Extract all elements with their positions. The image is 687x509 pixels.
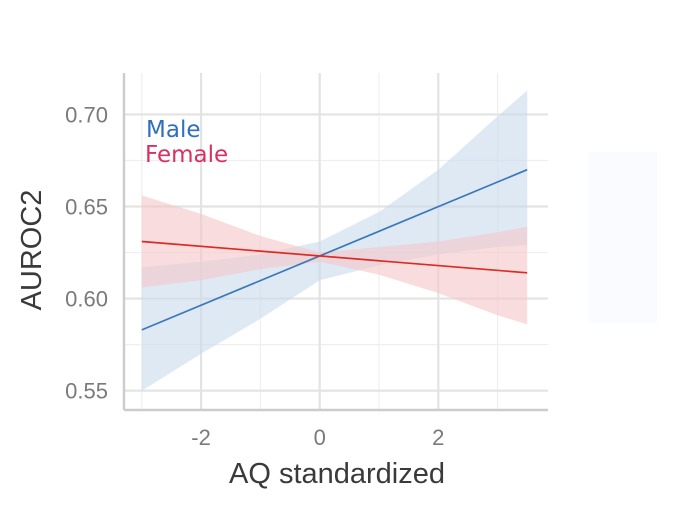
x-tick-label: -2 (191, 425, 211, 450)
x-tick-label: 2 (432, 425, 444, 450)
legend-female-label: Female (145, 142, 228, 168)
male-confidence-band (141, 90, 528, 391)
y-tick-label: 0.70 (65, 102, 108, 127)
y-tick-label: 0.65 (65, 195, 108, 220)
female-trend-line (141, 240, 528, 274)
side-placeholder-box (589, 152, 657, 323)
tick-labels: 0.55 0.60 0.65 0.70 -2 0 2 (65, 102, 444, 450)
x-axis-title: AQ standardized (229, 458, 445, 490)
x-tick-label: 0 (314, 425, 326, 450)
male-trend-line (141, 168, 528, 331)
confidence-bands (141, 90, 528, 391)
y-tick-label: 0.60 (65, 287, 108, 312)
axes (122, 73, 548, 412)
y-axis-title: AUROC2 (16, 190, 48, 311)
female-confidence-band (141, 195, 528, 325)
series-lines (141, 168, 528, 331)
y-tick-label: 0.55 (65, 379, 108, 404)
legend-male-label: Male (146, 117, 200, 143)
